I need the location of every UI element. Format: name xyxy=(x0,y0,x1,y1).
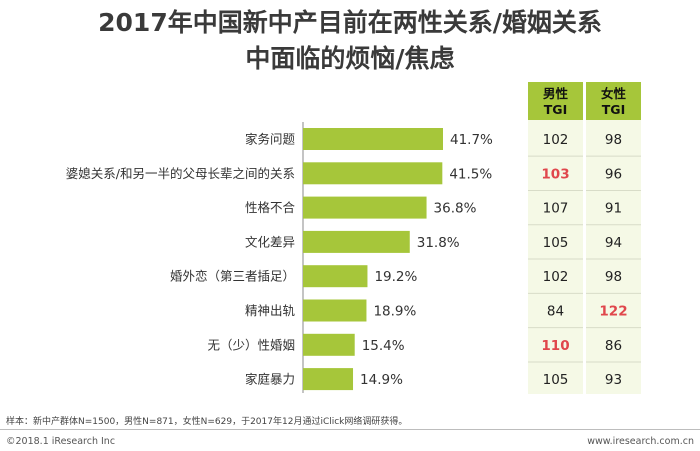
category-label: 家务问题 xyxy=(245,132,296,147)
category-label: 婚外恋（第三者插足） xyxy=(170,269,295,284)
male-tgi-value: 84 xyxy=(547,304,564,320)
data-label: 15.4% xyxy=(362,338,405,354)
tgi-header-line2: TGI xyxy=(602,102,625,117)
category-label: 文化差异 xyxy=(245,234,295,249)
male-tgi-value: 107 xyxy=(543,201,569,217)
data-label: 18.9% xyxy=(373,304,416,320)
category-label: 家庭暴力 xyxy=(245,372,295,387)
data-label: 41.5% xyxy=(449,166,492,182)
bar xyxy=(303,196,427,219)
tgi-male-header-bg xyxy=(528,82,583,120)
website: www.iresearch.com.cn xyxy=(587,436,694,447)
bar xyxy=(303,162,443,185)
data-label: 14.9% xyxy=(360,372,403,388)
female-tgi-value: 96 xyxy=(605,166,622,182)
bar xyxy=(303,230,410,253)
male-tgi-value: 103 xyxy=(541,166,569,182)
tgi-header-line1: 男性 xyxy=(543,86,569,101)
male-tgi-value: 105 xyxy=(543,235,569,251)
bar xyxy=(303,299,367,322)
female-tgi-value: 86 xyxy=(605,338,622,354)
bar xyxy=(303,368,354,391)
footnote: 样本：新中产群体N=1500，男性N=871，女性N=629，于2017年12月… xyxy=(6,417,408,427)
category-label: 婆媳关系/和另一半的父母长辈之间的关系 xyxy=(66,166,295,181)
chart-title-line1: 2017年中国新中产目前在两性关系/婚姻关系 xyxy=(98,8,602,37)
footer-divider xyxy=(0,429,700,430)
category-label: 精神出轨 xyxy=(245,303,296,318)
male-tgi-value: 110 xyxy=(541,338,569,354)
male-tgi-value: 102 xyxy=(543,132,569,148)
male-tgi-value: 102 xyxy=(543,269,569,285)
category-label: 无（少）性婚姻 xyxy=(207,337,295,352)
female-tgi-value: 91 xyxy=(605,201,622,217)
female-tgi-value: 93 xyxy=(605,372,622,388)
female-tgi-value: 98 xyxy=(605,269,622,285)
tgi-female-column-bg xyxy=(586,82,641,394)
data-label: 41.7% xyxy=(450,132,493,148)
chart-title-line2: 中面临的烦恼/焦虑 xyxy=(245,44,455,73)
category-label: 性格不合 xyxy=(245,200,296,215)
bar xyxy=(303,128,443,150)
tgi-header-line1: 女性 xyxy=(601,86,627,101)
bar xyxy=(303,265,368,288)
copyright: ©2018.1 iResearch Inc xyxy=(6,436,116,447)
bar xyxy=(303,333,355,356)
female-tgi-value: 94 xyxy=(605,235,622,251)
data-label: 19.2% xyxy=(374,269,417,285)
tgi-male-column-bg xyxy=(528,82,583,394)
tgi-female-header-bg xyxy=(586,82,641,120)
female-tgi-value: 98 xyxy=(605,132,622,148)
data-label: 31.8% xyxy=(417,235,460,251)
tgi-header-line2: TGI xyxy=(544,102,567,117)
data-label: 36.8% xyxy=(434,201,477,217)
male-tgi-value: 105 xyxy=(543,372,569,388)
female-tgi-value: 122 xyxy=(599,304,627,320)
